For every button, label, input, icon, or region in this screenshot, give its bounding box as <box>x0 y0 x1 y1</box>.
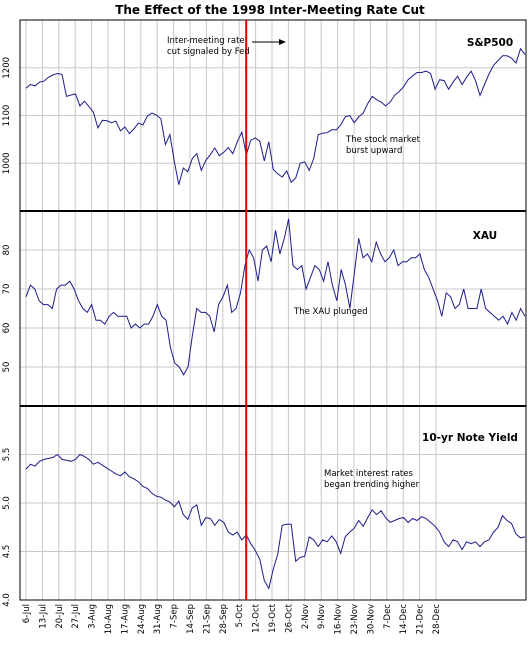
axis-layer: 6-Jul 13-Jul 20-Jul 27-Jul 3-Aug 10-Aug 17-Aug… <box>2 57 442 635</box>
panel-note-1-line-1: The stock market <box>345 135 421 145</box>
x-tick-label: 28-Sep <box>219 604 229 634</box>
chart-title: The Effect of the 1998 Inter-Meeting Rat… <box>115 3 425 17</box>
x-tick-label: 19-Oct <box>268 603 278 632</box>
y-tick-label: 4.5 <box>2 545 12 559</box>
event-annotation: Inter-meeting rate cut signaled by Fed <box>167 36 286 57</box>
x-tick-label: 21-Dec <box>416 604 426 635</box>
series-line-2 <box>25 218 526 376</box>
x-tick-label: 30-Nov <box>366 604 376 634</box>
series-layer <box>25 47 526 590</box>
event-annotation-arrowhead-icon <box>279 39 286 45</box>
series-line-1 <box>25 47 526 185</box>
x-tick-label: 5-Oct <box>235 603 245 627</box>
x-tick-label: 23-Nov <box>350 604 360 634</box>
x-tick-label: 14-Dec <box>399 604 409 635</box>
event-annotation-line-1: Inter-meeting rate <box>167 36 245 46</box>
x-tick-label: 28-Dec <box>432 604 442 635</box>
x-tick-label: 24-Aug <box>137 604 147 634</box>
x-tick-label: 26-Oct <box>284 603 294 632</box>
y-tick-label: 4.0 <box>2 593 12 607</box>
x-tick-label: 20-Jul <box>55 604 65 629</box>
x-tick-label: 14-Sep <box>186 604 196 634</box>
panel-note-1-line-2: burst upward <box>346 146 402 156</box>
x-tick-label: 2-Nov <box>301 604 311 629</box>
x-tick-label: 9-Nov <box>317 604 327 629</box>
x-tick-label: 13-Jul <box>38 604 48 629</box>
x-tick-label: 7-Dec <box>383 604 393 629</box>
y-tick-label: 60 <box>2 323 12 334</box>
y-tick-label: 1100 <box>2 105 12 127</box>
panel-note-3-line-2: began trending higher <box>324 480 420 490</box>
panel-label-2: XAU <box>473 230 497 242</box>
x-tick-label: 12-Oct <box>252 603 262 632</box>
panel-note-2-line-1: The XAU plunged <box>293 307 368 317</box>
x-tick-label: 10-Aug <box>104 604 114 634</box>
y-tick-label: 5.0 <box>2 496 12 510</box>
x-tick-label: 17-Aug <box>120 604 130 634</box>
x-tick-label: 31-Aug <box>153 604 163 634</box>
y-tick-label: 50 <box>2 362 12 373</box>
x-tick-label: 21-Sep <box>202 604 212 634</box>
panel-label-1: S&P500 <box>467 37 513 49</box>
x-tick-label: 3-Aug <box>88 604 98 629</box>
plot-frame <box>19 19 527 601</box>
x-tick-label: 6-Jul <box>22 604 32 623</box>
panel-label-3: 10-yr Note Yield <box>422 432 518 444</box>
grid-layer <box>20 20 526 601</box>
panel-note-3-line-1: Market interest rates <box>324 469 413 479</box>
x-tick-label: 27-Jul <box>71 604 81 629</box>
event-annotation-line-2: cut signaled by Fed <box>167 47 250 57</box>
x-tick-label: 16-Nov <box>334 604 344 634</box>
y-tick-label: 1000 <box>2 152 12 174</box>
y-tick-label: 5.5 <box>2 448 12 462</box>
y-tick-label: 1200 <box>2 57 12 79</box>
series-line-3 <box>25 453 526 590</box>
y-tick-label: 80 <box>2 245 12 256</box>
x-tick-label: 7-Sep <box>170 604 180 629</box>
y-tick-label: 70 <box>2 284 12 295</box>
